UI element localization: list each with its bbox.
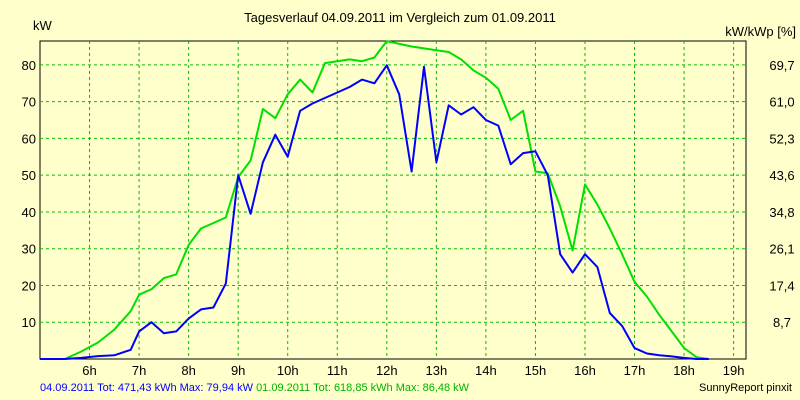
series-line-blue — [40, 64, 709, 360]
x-tick-label: 14h — [475, 363, 497, 378]
series1-stats: 04.09.2011 Tot: 471,43 kWh Max: 79,94 kW — [40, 382, 253, 394]
y-right-tick-label: 17,4 — [769, 278, 794, 293]
x-tick-label: 18h — [673, 363, 695, 378]
y-left-tick-label: 70 — [22, 95, 36, 110]
y-right-tick-label: 69,7 — [769, 58, 794, 73]
x-tick-label: 12h — [376, 363, 398, 378]
x-tick-label: 8h — [181, 363, 195, 378]
footer-stats: 04.09.2011 Tot: 471,43 kWh Max: 79,94 kW… — [40, 382, 469, 394]
y-right-axis-label: kW/kWp [%] — [725, 24, 796, 39]
series-layer — [40, 40, 709, 360]
series2-stats: 01.09.2011 Tot: 618,85 kWh Max: 86,48 kW — [256, 382, 470, 394]
series-line-green — [40, 40, 709, 360]
y-right-tick-label: 61,0 — [769, 95, 794, 110]
y-left-tick-label: 40 — [22, 205, 36, 220]
x-tick-label: 19h — [723, 363, 745, 378]
credit-text: SunnyReport pinxit — [699, 382, 792, 394]
x-tick-label: 16h — [574, 363, 596, 378]
y-left-tick-label: 80 — [22, 58, 36, 73]
chart-title: Tagesverlauf 04.09.2011 im Vergleich zum… — [244, 10, 556, 25]
grid — [40, 41, 746, 359]
x-tick-label: 11h — [327, 363, 348, 378]
y-left-tick-label: 10 — [22, 315, 36, 330]
y-right-tick-label: 8,7 — [773, 315, 791, 330]
x-tick-label: 15h — [525, 363, 547, 378]
y-right-tick-label: 43,6 — [769, 168, 794, 183]
tick-labels: 6h 7h 8h 9h 10h 11h 12h 13h 14h 15h 16h 17h 18h 19h 10… — [22, 58, 795, 378]
x-tick-label: 13h — [425, 363, 447, 378]
y-right-tick-label: 26,1 — [769, 242, 794, 257]
y-left-tick-label: 50 — [22, 168, 36, 183]
y-left-tick-label: 60 — [22, 131, 36, 146]
x-tick-label: 9h — [231, 363, 245, 378]
y-left-axis-label: kW — [33, 18, 53, 33]
x-tick-label: 10h — [277, 363, 299, 378]
x-tick-label: 17h — [624, 363, 646, 378]
y-left-tick-label: 20 — [22, 278, 36, 293]
x-tick-label: 6h — [82, 363, 96, 378]
y-left-tick-label: 30 — [22, 242, 36, 257]
plot-area — [39, 40, 747, 360]
x-tick-label: 7h — [132, 363, 146, 378]
y-right-tick-label: 34,8 — [769, 205, 794, 220]
y-right-tick-label: 52,3 — [769, 131, 794, 146]
